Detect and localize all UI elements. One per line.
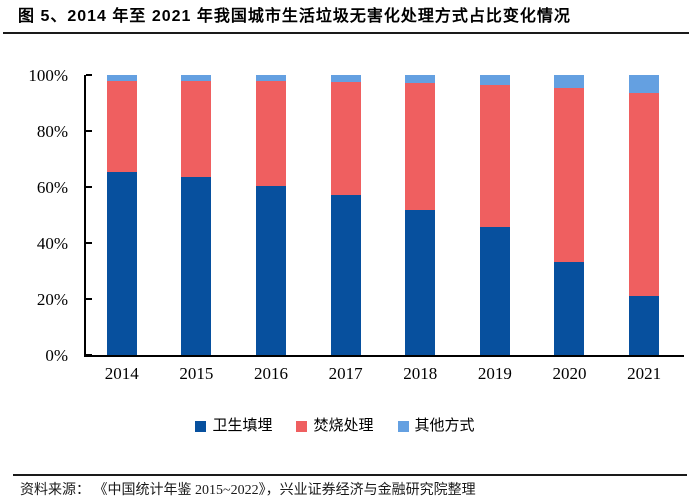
source-note: 资料来源： 《中国统计年鉴 2015~2022》，兴业证券经济与金融研究院整理 <box>20 483 476 498</box>
legend-swatch <box>397 421 409 432</box>
y-axis-tick-label: 80% <box>36 121 68 141</box>
bar-segment-焚烧处理-2017 <box>330 82 361 195</box>
y-axis-tick-label: 40% <box>36 233 68 253</box>
y-axis-tick-mark <box>86 186 92 188</box>
legend-label: 焚烧处理 <box>313 418 374 434</box>
bar-segment-卫生填埋-2017 <box>330 194 361 355</box>
legend-label: 卫生填埋 <box>212 418 273 434</box>
bar-segment-卫生填埋-2019 <box>479 227 510 355</box>
figure-title: 图 5、2014 年至 2021 年我国城市生活垃圾无害化处理方式占比变化情况 <box>18 8 571 25</box>
bar-segment-焚烧处理-2021 <box>629 93 660 297</box>
bar-segment-焚烧处理-2018 <box>405 83 436 210</box>
y-axis-tick-label: 60% <box>36 177 68 197</box>
y-axis-tick-label: 20% <box>36 289 68 309</box>
y-axis-tick-label: 100% <box>28 65 68 85</box>
x-axis-tick-label: 2014 <box>104 364 139 383</box>
bar-segment-卫生填埋-2020 <box>554 262 585 355</box>
bar-segment-卫生填埋-2016 <box>255 186 286 355</box>
x-axis-tick-label: 2018 <box>403 364 438 383</box>
x-axis-tick-label: 2017 <box>328 364 363 383</box>
bar-segment-焚烧处理-2019 <box>479 85 510 228</box>
bar-segment-焚烧处理-2020 <box>554 87 585 263</box>
bar-segment-其他方式-2016 <box>255 75 286 82</box>
bar-segment-焚烧处理-2016 <box>255 81 286 187</box>
legend-item: 其他方式 <box>397 418 475 435</box>
bar-segment-其他方式-2021 <box>629 75 660 94</box>
bar-segment-卫生填埋-2018 <box>405 209 436 355</box>
legend-swatch <box>296 421 308 432</box>
bar-segment-焚烧处理-2015 <box>181 80 212 177</box>
y-axis-tick-mark <box>86 242 92 244</box>
legend-item: 卫生填埋 <box>195 418 272 435</box>
x-axis-tick-label: 2021 <box>627 364 662 383</box>
bar-segment-焚烧处理-2014 <box>106 80 137 172</box>
bar-segment-其他方式-2014 <box>106 75 137 81</box>
bar-segment-其他方式-2017 <box>330 75 361 83</box>
y-axis-tick-mark <box>86 130 92 132</box>
y-axis-tick-mark <box>86 298 92 300</box>
bar-segment-卫生填埋-2015 <box>181 176 212 355</box>
bar-segment-其他方式-2020 <box>554 75 585 88</box>
title-divider <box>3 32 689 34</box>
y-axis-tick-mark <box>86 74 92 76</box>
bar-segment-卫生填埋-2021 <box>629 296 660 355</box>
x-axis-tick-label: 2016 <box>253 364 288 383</box>
legend-label: 其他方式 <box>414 418 475 434</box>
y-axis-tick-label: 0% <box>45 345 68 365</box>
x-axis-tick-label: 2019 <box>477 364 512 383</box>
bar-segment-其他方式-2015 <box>181 75 212 81</box>
footer-divider <box>13 474 687 476</box>
bar-segment-其他方式-2018 <box>405 75 436 84</box>
legend-swatch <box>195 421 207 432</box>
x-axis-tick-label: 2015 <box>179 364 214 383</box>
x-axis-tick-label: 2020 <box>552 364 587 383</box>
legend-item: 焚烧处理 <box>296 418 374 435</box>
bar-segment-其他方式-2019 <box>479 75 510 86</box>
plot-area: 0% 20% 40% 60% 80% 100% 2014 2015 2016 2017 2018 20… <box>28 67 684 382</box>
bar-segment-卫生填埋-2014 <box>106 171 137 355</box>
chart-legend: 卫生填埋 焚烧处理 其他方式 <box>36 418 634 435</box>
y-axis-tick-mark <box>86 354 92 356</box>
